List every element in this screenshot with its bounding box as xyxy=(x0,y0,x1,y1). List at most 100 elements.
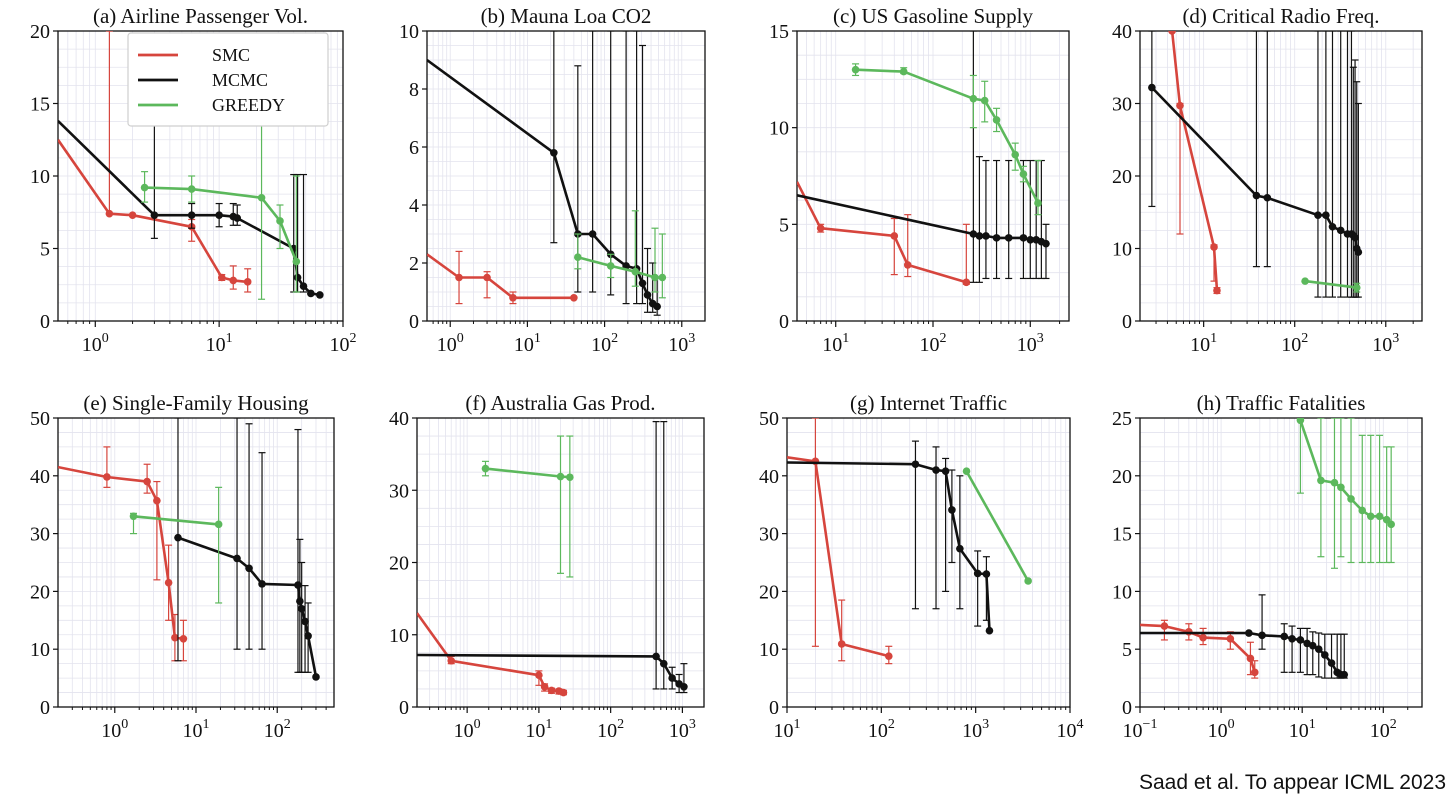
data-point xyxy=(992,234,1001,242)
series-smc xyxy=(787,418,893,665)
series-greedy xyxy=(962,467,1032,585)
series-line xyxy=(58,465,184,641)
x-tick-label: 101 xyxy=(206,331,233,356)
data-point xyxy=(982,232,990,240)
data-point xyxy=(299,282,308,291)
data-point xyxy=(638,279,647,288)
x-tick-label: 101 xyxy=(514,331,541,356)
data-point xyxy=(899,67,908,76)
data-point xyxy=(556,472,565,481)
y-tick-label: 10 xyxy=(1112,239,1132,261)
x-tick-label: 102 xyxy=(1281,331,1308,356)
series-smc xyxy=(1168,31,1221,295)
data-point xyxy=(140,183,149,192)
data-point xyxy=(294,581,302,589)
data-point xyxy=(1176,101,1184,110)
data-point xyxy=(1322,211,1330,219)
plot-area xyxy=(427,31,667,316)
series-greedy xyxy=(1296,418,1395,569)
series-line xyxy=(1140,631,1345,676)
data-point xyxy=(1330,478,1339,487)
legend: SMC MCMC GREEDY xyxy=(127,32,329,127)
data-point xyxy=(535,671,543,680)
y-tick-label: 20 xyxy=(1112,466,1132,488)
grid xyxy=(58,418,334,707)
data-point xyxy=(1337,483,1345,492)
y-tick-label: 40 xyxy=(30,466,50,488)
data-point xyxy=(982,570,991,578)
data-point xyxy=(1210,243,1218,251)
y-tick-label: 0 xyxy=(779,311,789,333)
data-point xyxy=(652,652,660,661)
series-greedy xyxy=(574,210,667,299)
plot-area xyxy=(1148,31,1363,298)
y-tick-label: 30 xyxy=(1112,94,1132,116)
data-point xyxy=(969,230,978,238)
series-line xyxy=(144,186,298,263)
data-point xyxy=(316,291,324,299)
data-point xyxy=(307,289,315,298)
x-tick-label: 101 xyxy=(183,717,210,742)
data-point xyxy=(1340,670,1349,679)
grid xyxy=(1140,31,1422,321)
y-tick-label: 40 xyxy=(759,466,779,488)
data-point xyxy=(1321,651,1329,659)
data-point xyxy=(948,506,956,514)
legend-label-mcmc: MCMC xyxy=(212,70,268,90)
data-point xyxy=(1314,211,1322,219)
data-point xyxy=(941,467,950,475)
x-tick-label: 101 xyxy=(822,331,849,356)
data-point xyxy=(304,632,312,640)
data-point xyxy=(1199,633,1207,642)
y-tick-label: 5 xyxy=(1122,639,1132,661)
y-tick-label: 15 xyxy=(1112,524,1132,546)
data-point xyxy=(179,634,188,643)
axes-frame xyxy=(426,30,706,322)
data-point xyxy=(956,544,964,553)
data-point xyxy=(292,257,301,266)
y-tick-label: 0 xyxy=(40,697,50,719)
series-greedy xyxy=(140,102,301,300)
x-tick-label: 100 xyxy=(454,717,481,742)
data-point xyxy=(1328,222,1337,231)
x-tick-label: 101 xyxy=(1190,331,1217,356)
data-point xyxy=(1351,233,1359,242)
y-tick-label: 30 xyxy=(30,524,50,546)
data-point xyxy=(164,578,173,587)
series-line xyxy=(1170,31,1219,291)
y-tick-label: 2 xyxy=(409,253,419,275)
data-point xyxy=(481,464,490,473)
data-point xyxy=(233,214,242,222)
data-point xyxy=(653,302,661,311)
grid xyxy=(787,418,1070,707)
panel-title: (g) Internet Traffic xyxy=(850,391,1007,415)
data-point xyxy=(1213,286,1221,295)
data-point xyxy=(1358,506,1367,515)
data-point xyxy=(215,211,223,219)
data-point xyxy=(301,617,309,626)
panel-title: (c) US Gasoline Supply xyxy=(833,4,1034,28)
y-tick-label: 15 xyxy=(769,21,789,43)
x-tick-label: 103 xyxy=(962,717,989,742)
data-point xyxy=(658,273,667,282)
y-tick-label: 10 xyxy=(30,166,50,188)
series-line xyxy=(787,456,890,658)
data-point xyxy=(1148,83,1156,92)
data-point xyxy=(885,652,893,660)
data-point xyxy=(245,564,253,573)
x-tick-label: 102 xyxy=(591,331,618,356)
data-point xyxy=(547,686,556,695)
y-tick-label: 0 xyxy=(399,697,409,719)
legend-label-greedy: GREEDY xyxy=(212,95,285,115)
series-mcmc xyxy=(174,418,320,681)
x-tick-label: 102 xyxy=(264,717,291,742)
plot-area xyxy=(1140,418,1395,679)
series-line xyxy=(133,515,219,526)
data-point xyxy=(1226,634,1235,643)
data-point xyxy=(455,273,463,282)
data-point xyxy=(243,278,252,286)
data-point xyxy=(631,267,640,276)
data-point xyxy=(1314,645,1323,653)
data-point xyxy=(105,209,114,218)
chart-panel-6: (f) Australia Gas Prod. 0 10 20 30 40 100 101 10… xyxy=(389,391,705,742)
